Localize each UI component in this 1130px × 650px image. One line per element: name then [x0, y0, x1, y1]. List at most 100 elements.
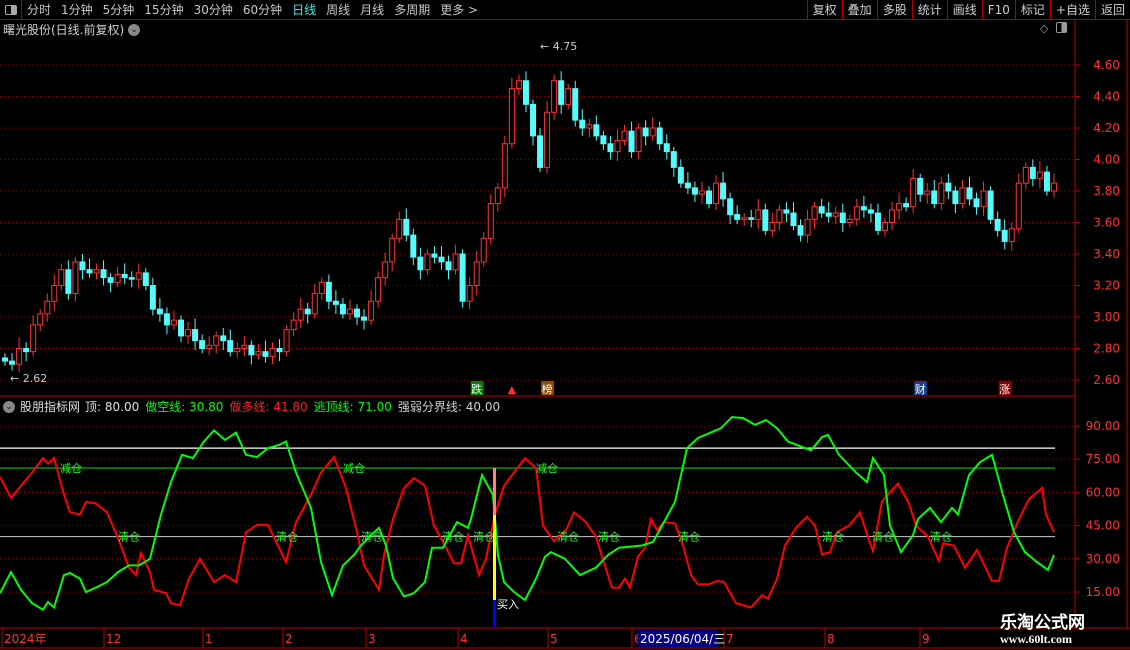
- candle-up: [234, 348, 241, 353]
- watermark-url: www.60lt.com: [1000, 632, 1072, 646]
- period-tab[interactable]: 月线: [360, 3, 385, 17]
- price-tick-label: 2.60: [1093, 373, 1120, 387]
- period-tab[interactable]: 周线: [326, 3, 351, 17]
- candle-up: [452, 253, 459, 271]
- candle-down: [931, 190, 938, 205]
- candle-down: [79, 261, 86, 271]
- candle-up: [185, 329, 192, 337]
- signal-label: 清仓: [473, 530, 495, 544]
- period-tab[interactable]: 日线: [292, 3, 317, 17]
- price-tick-label: 3.20: [1093, 279, 1120, 293]
- candle-up: [832, 212, 839, 217]
- candle-down: [199, 340, 206, 349]
- candle-up: [311, 292, 318, 315]
- candle-down: [572, 88, 579, 121]
- chevron-down-icon[interactable]: ⌄: [128, 23, 141, 36]
- candle-up: [318, 281, 325, 294]
- candle-down: [973, 198, 980, 208]
- toolbar-button[interactable]: 标记: [1014, 0, 1050, 20]
- candle-down: [987, 190, 994, 220]
- candle-up: [1008, 228, 1015, 242]
- period-tab[interactable]: 60分钟: [242, 3, 283, 17]
- candle-down: [86, 269, 93, 274]
- toolbar-button[interactable]: 多股: [876, 0, 912, 20]
- candle-up: [635, 127, 642, 153]
- signal-label: 清仓: [118, 530, 140, 544]
- candle-down: [178, 319, 184, 337]
- period-tab[interactable]: 分时: [27, 3, 52, 17]
- candle-up: [424, 253, 431, 271]
- event-marker-bg: [505, 381, 519, 395]
- candle-down: [163, 313, 170, 326]
- toolbar-button[interactable]: 统计: [911, 0, 947, 20]
- period-tab[interactable]: 15分钟: [144, 3, 184, 17]
- toolbar-button[interactable]: 画线: [946, 0, 982, 20]
- candle-down: [339, 303, 346, 315]
- indicator-tick-label: 45.00: [1086, 519, 1120, 533]
- sidebar-toggle-button[interactable]: [0, 0, 22, 20]
- candle-up: [51, 285, 58, 302]
- candle-up: [466, 285, 473, 302]
- toolbar-button[interactable]: 复权: [806, 0, 842, 20]
- indicator-tick-label: 75.00: [1086, 452, 1120, 466]
- toolbar-button[interactable]: F10: [981, 0, 1015, 20]
- candle-up: [551, 80, 558, 113]
- panel-icon[interactable]: [1056, 22, 1068, 33]
- candle-down: [691, 187, 698, 195]
- candle-down: [579, 119, 586, 129]
- period-tab[interactable]: 更多 >: [440, 3, 479, 17]
- candle-up: [241, 344, 248, 350]
- diamond-icon[interactable]: ◇: [1040, 22, 1049, 35]
- candle-up: [1015, 182, 1022, 230]
- short-line-series: [0, 416, 1055, 612]
- candle-down: [727, 198, 734, 216]
- candle-down: [1043, 171, 1050, 192]
- candle-down: [128, 277, 135, 280]
- candle-up: [515, 80, 522, 90]
- candle-up: [480, 237, 487, 263]
- toolbar-button[interactable]: 叠加: [841, 0, 877, 20]
- candle-up: [213, 335, 220, 346]
- candle-down: [537, 135, 544, 168]
- chevron-down-icon[interactable]: ⌄: [3, 400, 15, 413]
- candle-down: [825, 212, 832, 217]
- candle-down: [410, 234, 417, 258]
- toolbar-button[interactable]: 返回: [1094, 0, 1130, 20]
- candle-down: [530, 103, 536, 137]
- event-marker: 涨: [999, 383, 1010, 396]
- period-tab[interactable]: 5分钟: [102, 3, 135, 17]
- period-tab[interactable]: 多周期: [394, 3, 431, 17]
- candle-down: [593, 124, 600, 137]
- indicator-name: 股朋指标网: [20, 400, 81, 414]
- candle-up: [713, 182, 720, 205]
- candle-up: [621, 130, 628, 142]
- candle-down: [706, 190, 712, 205]
- candle-down: [677, 166, 684, 184]
- price-tick-label: 3.60: [1093, 216, 1120, 230]
- event-marker-bg: [914, 381, 928, 395]
- signal-label: 清仓: [822, 530, 844, 544]
- candle-up: [37, 313, 44, 326]
- signal-label: 清仓: [678, 530, 700, 544]
- indicator-param: 做多线: 41.80: [229, 400, 308, 414]
- stock-title-text: 曙光股份(日线.前复权): [3, 23, 125, 37]
- toolbar-button[interactable]: +自选: [1049, 0, 1095, 20]
- signal-label: 清仓: [598, 530, 620, 544]
- date-label: 5: [550, 632, 558, 646]
- candle-up: [269, 348, 276, 357]
- candle-down: [720, 182, 727, 200]
- date-label: 6: [634, 632, 642, 646]
- candle-down: [994, 218, 1001, 231]
- candle-up: [755, 209, 762, 220]
- candle-up: [741, 217, 748, 220]
- candle-up: [206, 344, 213, 350]
- period-tab[interactable]: 1分钟: [61, 3, 93, 17]
- period-tab[interactable]: 30分钟: [193, 3, 233, 17]
- candle-down: [121, 273, 128, 279]
- candle-down: [797, 225, 804, 236]
- candle-down: [670, 151, 677, 168]
- candle-down: [734, 214, 741, 220]
- candle-up: [959, 187, 966, 205]
- candle-down: [107, 277, 114, 283]
